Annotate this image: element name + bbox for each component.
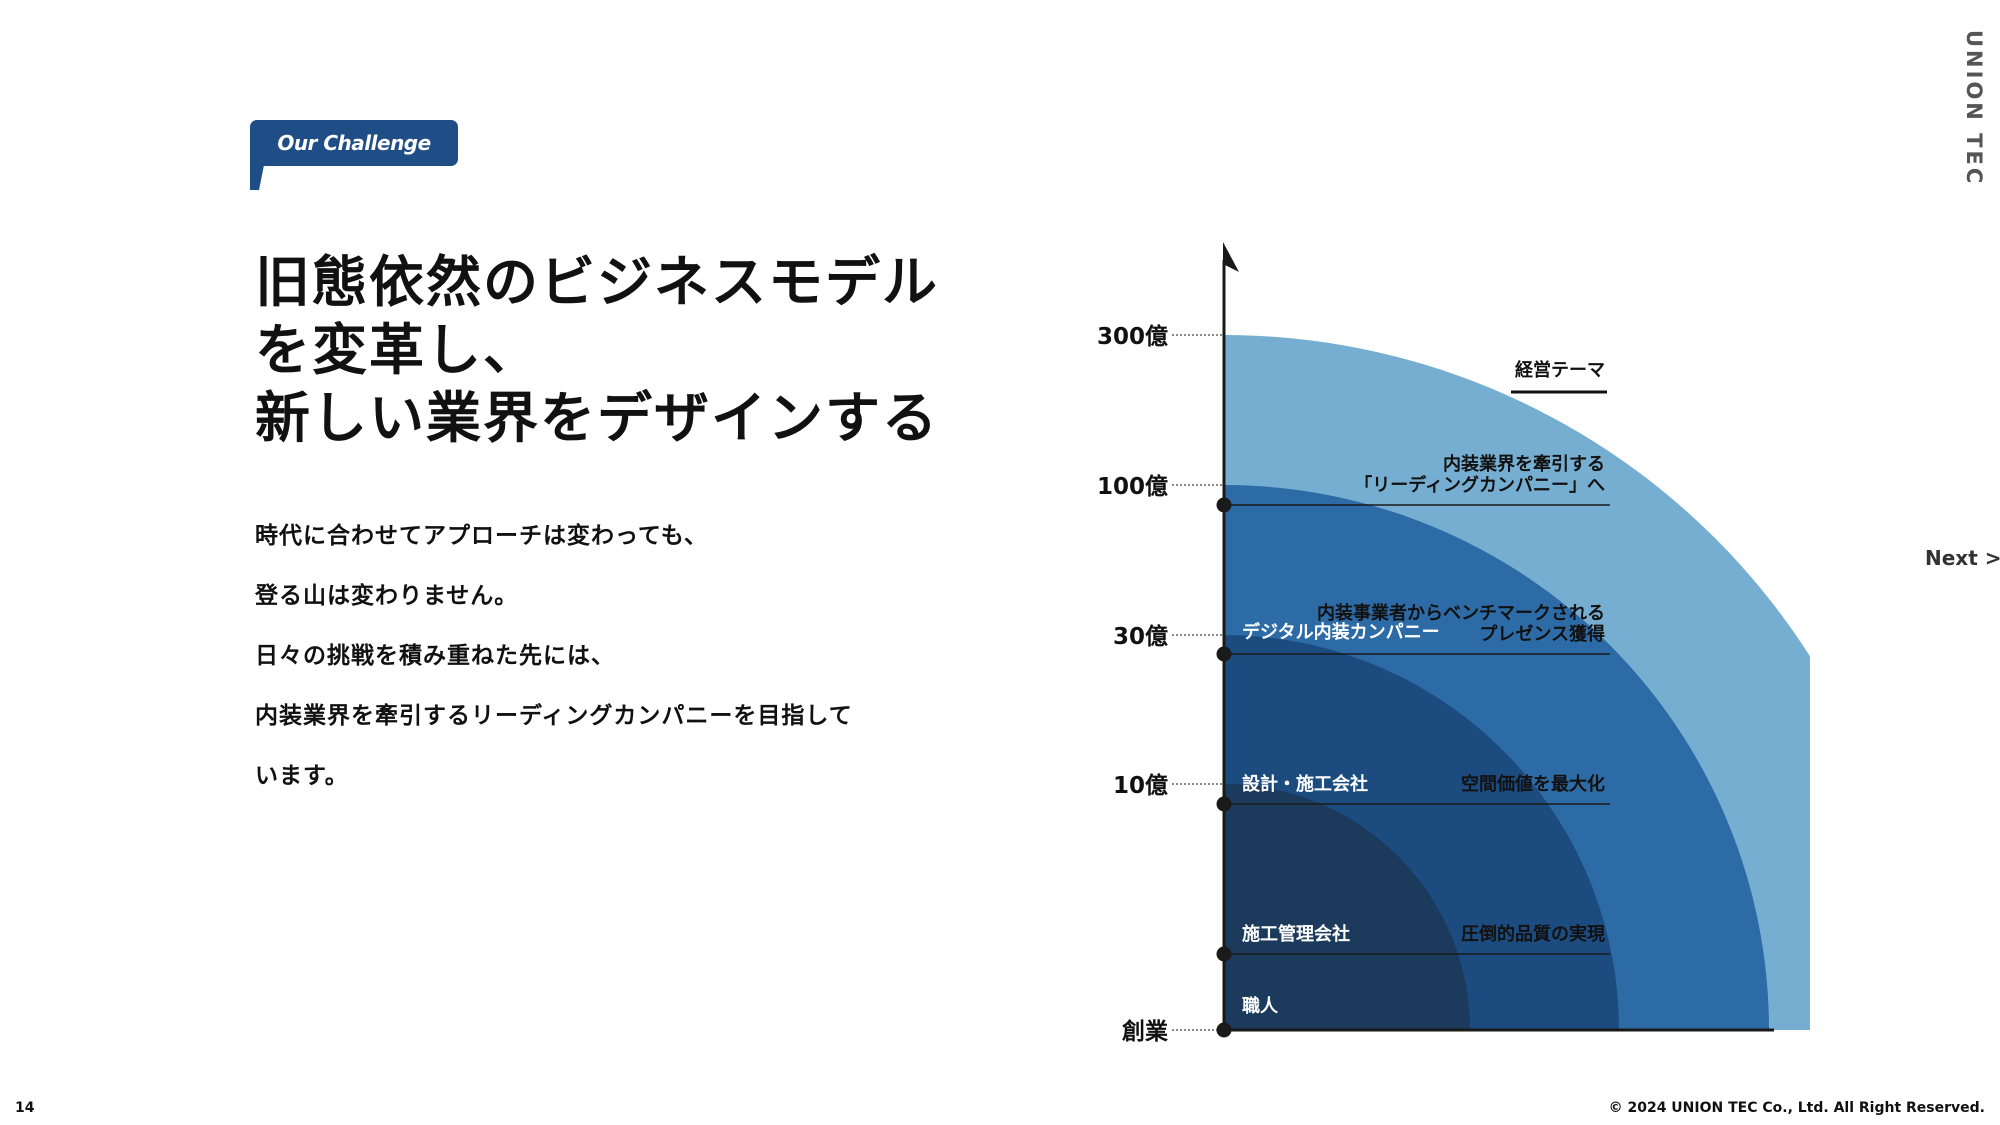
- stage-name: 職人: [1242, 995, 1279, 1017]
- copyright: © 2024 UNION TEC Co., Ltd. All Right Res…: [1608, 1100, 1985, 1116]
- section-badge: Our Challenge: [250, 120, 460, 192]
- page-title: 旧態依然のビジネスモデル を変革し、 新しい業界をデザインする: [255, 248, 1015, 452]
- stage-dot: [1216, 497, 1232, 513]
- theme-header: 経営テーマ: [1515, 359, 1605, 381]
- next-label: Next: [1925, 546, 1978, 570]
- title-line-3: 新しい業界をデザインする: [255, 386, 940, 450]
- stage-theme-text: プレゼンス獲得: [1479, 623, 1605, 645]
- y-tick-label: 100億: [1097, 473, 1168, 500]
- stage-theme-text: 空間価値を最大化: [1461, 773, 1605, 795]
- brand-logo: UNION TEC: [1962, 30, 1986, 187]
- stage-theme-text: 圧倒的品質の実現: [1461, 923, 1605, 945]
- stage-theme-text: 内装事業者からベンチマークされる: [1317, 602, 1605, 624]
- stage-name: デジタル内装カンパニー: [1242, 621, 1440, 643]
- stage-theme-text: 「リーディングカンパニー」へ: [1354, 474, 1605, 496]
- body-text: 時代に合わせてアプローチは変わっても、 登る山は変わりません。 日々の挑戦を積み…: [255, 512, 975, 812]
- stage-dot: [1216, 796, 1232, 812]
- stage-dot: [1216, 946, 1232, 962]
- y-tick-label: 創業: [1122, 1018, 1169, 1045]
- stage-theme-text: 内装業界を牽引する: [1443, 453, 1605, 475]
- body-line-1: 時代に合わせてアプローチは変わっても、: [255, 523, 709, 549]
- y-tick-label: 30億: [1113, 623, 1168, 650]
- chevron-right-icon: >: [1984, 546, 2000, 570]
- body-line-2: 登る山は変わりません。: [255, 583, 519, 609]
- badge-tail: [250, 160, 265, 190]
- y-tick-label: 300億: [1097, 323, 1168, 350]
- body-line-3: 日々の挑戦を積み重ねた先には、: [255, 643, 615, 669]
- next-button[interactable]: Next >: [1925, 546, 2000, 570]
- page-number: 14: [15, 1100, 35, 1116]
- stage-name: 施工管理会社: [1242, 923, 1350, 945]
- stage-name: 設計・施工会社: [1242, 773, 1368, 795]
- origin-dot: [1216, 1022, 1232, 1038]
- axis-flag-icon: [1223, 242, 1239, 272]
- stage-band-0: [1224, 934, 1320, 1030]
- body-line-4: 内装業界を牽引するリーディングカンパニーを目指して: [255, 703, 853, 729]
- title-line-1: 旧態依然のビジネスモデル: [255, 250, 940, 314]
- stage-dot: [1216, 646, 1232, 662]
- body-line-5: います。: [255, 763, 349, 789]
- y-tick-label: 10億: [1113, 772, 1168, 799]
- title-line-2: を変革し、: [255, 318, 541, 382]
- badge-label: Our Challenge: [250, 120, 458, 166]
